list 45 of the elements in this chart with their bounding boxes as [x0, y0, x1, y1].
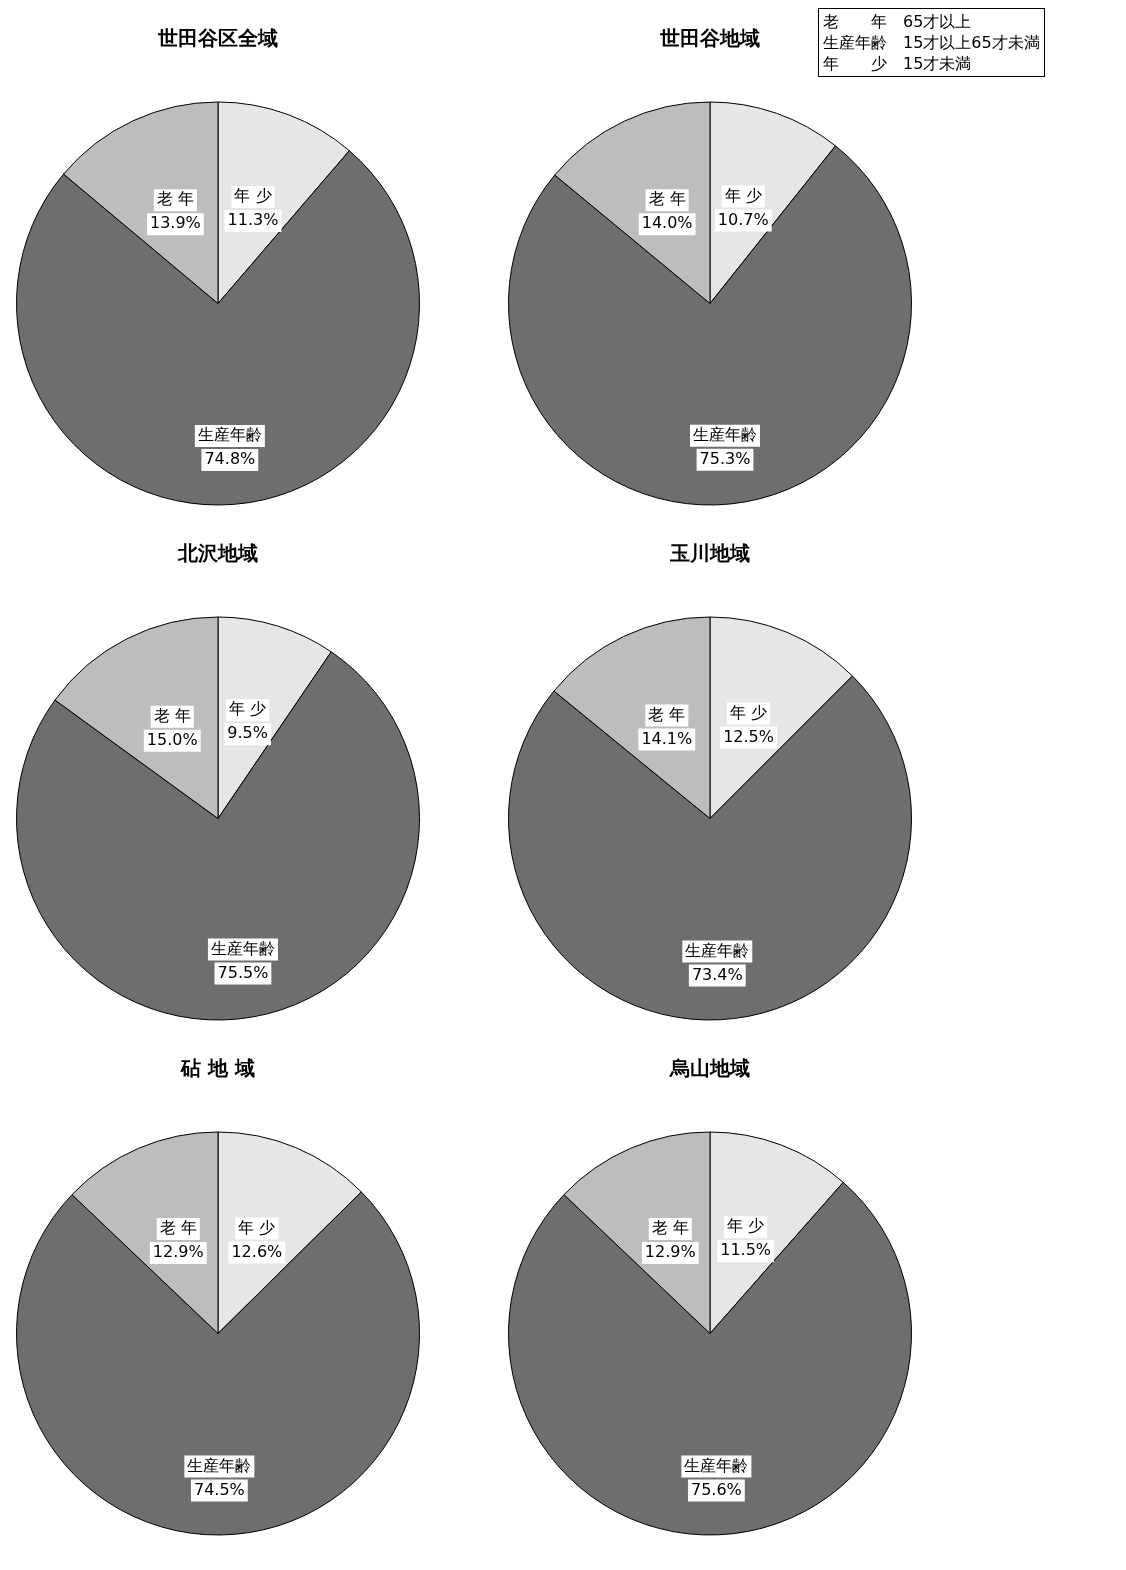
slice-label: 年 少	[238, 1217, 276, 1237]
data-label: 74.5%	[193, 1479, 245, 1499]
data-label: 73.4%	[691, 964, 743, 984]
slice-label: 生産年齢	[684, 1455, 749, 1475]
data-label: 12.9%	[152, 1242, 204, 1262]
data-label: 12.5%	[723, 726, 774, 746]
data-label: 14.0%	[641, 213, 693, 233]
slice-label: 老 年	[648, 704, 686, 724]
slice-label: 年 少	[229, 699, 267, 719]
slice-label: 老 年	[153, 705, 191, 725]
slice-label: 年 少	[730, 702, 768, 722]
slice-label: 老 年	[648, 189, 686, 209]
data-label: 14.1%	[641, 728, 693, 748]
slice-label: 年 少	[727, 1216, 765, 1236]
chart-title: 北沢地域	[177, 541, 258, 566]
slice-label: 年 少	[724, 185, 762, 205]
slice-label: 生産年齢	[210, 938, 275, 958]
slice-label: 老 年	[159, 1218, 197, 1238]
data-label: 11.5%	[720, 1240, 772, 1260]
slice-label: 生産年齢	[187, 1455, 252, 1475]
text: 生産年齢 15才以上65才未満	[823, 32, 1040, 53]
data-label: 74.8%	[204, 449, 256, 469]
chart-title: 砧 地 域	[180, 1056, 255, 1081]
slice-label: 年 少	[234, 186, 272, 206]
slice-label: 老 年	[651, 1218, 689, 1238]
data-label: 15.0%	[146, 729, 198, 749]
data-label: 75.3%	[699, 448, 751, 468]
slice-label: 生産年齢	[693, 424, 758, 444]
chart-title: 玉川地域	[669, 541, 750, 566]
chart-title: 世田谷地域	[659, 26, 760, 51]
chart-title: 烏山地域	[669, 1056, 750, 1081]
data-label: 12.6%	[231, 1241, 283, 1261]
text: 年 少 15才未満	[823, 53, 973, 74]
slice-label: 生産年齢	[197, 425, 262, 445]
data-label: 75.5%	[217, 962, 269, 982]
data-label: 12.9%	[644, 1242, 696, 1262]
data-label: 11.3%	[227, 210, 279, 230]
text: 老 年 65才以上	[823, 11, 973, 32]
slice-label: 老 年	[156, 189, 194, 209]
data-label: 9.5%	[227, 723, 268, 743]
slice-label: 生産年齢	[685, 940, 750, 960]
data-label: 75.6%	[690, 1479, 742, 1499]
data-label: 13.9%	[149, 213, 201, 233]
chart-title: 世田谷区全域	[157, 26, 278, 51]
data-label: 10.7%	[717, 209, 769, 229]
